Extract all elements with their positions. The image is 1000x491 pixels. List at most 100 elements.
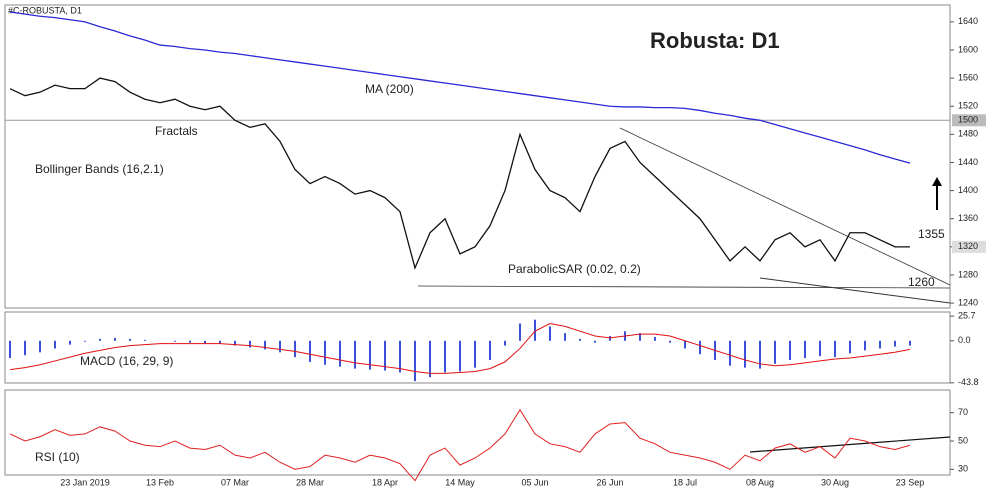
trend-line xyxy=(417,285,951,289)
annotation: ParabolicSAR (0.02, 0.2) xyxy=(508,262,641,276)
bar xyxy=(384,340,386,371)
x-tick-label: 13 Feb xyxy=(146,477,174,487)
y-tick-label: 30 xyxy=(958,464,968,474)
bar xyxy=(669,340,671,343)
y-tick-label: 1280 xyxy=(958,269,978,279)
bar xyxy=(429,340,431,378)
bar xyxy=(279,340,281,353)
bar xyxy=(39,340,41,353)
header: #C-ROBUSTA, D1 xyxy=(8,5,82,15)
bar xyxy=(414,340,416,382)
bar xyxy=(579,338,581,341)
annotation: 1355 xyxy=(918,227,945,241)
annotation: Fractals xyxy=(155,124,198,138)
bar xyxy=(264,340,266,350)
x-tick-label: 14 May xyxy=(445,477,475,487)
x-tick-label: 08 Aug xyxy=(746,477,774,487)
x-tick-label: 05 Jun xyxy=(521,477,548,487)
y-tick-label: 70 xyxy=(958,407,968,417)
bar xyxy=(504,340,506,346)
bar xyxy=(789,340,791,360)
bar xyxy=(534,319,536,341)
bar xyxy=(294,340,296,358)
last-price-label: 1320 xyxy=(958,241,978,251)
y-tick-label: 1520 xyxy=(958,101,978,111)
y-tick-label: 1360 xyxy=(958,213,978,223)
bar xyxy=(54,340,56,349)
bar xyxy=(684,340,686,349)
bar xyxy=(444,340,446,373)
bar xyxy=(9,340,11,359)
bar xyxy=(69,340,71,345)
bar xyxy=(114,337,116,341)
bar xyxy=(309,340,311,362)
y-tick-label: 1560 xyxy=(958,72,978,82)
y-tick-label: 1440 xyxy=(958,157,978,167)
bar xyxy=(864,340,866,351)
line xyxy=(9,322,911,374)
line xyxy=(9,408,911,482)
annotation: Robusta: D1 xyxy=(650,28,780,53)
bar xyxy=(129,338,131,341)
rsi-trend-line xyxy=(749,436,951,453)
bar xyxy=(654,336,656,341)
macd-panel xyxy=(4,311,951,384)
bar xyxy=(564,333,566,341)
bar xyxy=(84,340,86,342)
bar xyxy=(474,340,476,368)
y-tick-label: 1400 xyxy=(958,185,978,195)
bar xyxy=(354,340,356,369)
bar xyxy=(594,340,596,343)
bar xyxy=(879,340,881,349)
bar xyxy=(909,340,911,346)
y-tick-label: -43.8 xyxy=(958,377,979,387)
bar xyxy=(99,338,101,341)
bar xyxy=(804,340,806,359)
annotation: MA (200) xyxy=(365,82,414,96)
annotation: MACD (16, 29, 9) xyxy=(80,354,173,368)
x-tick-label: 07 Mar xyxy=(221,477,249,487)
bar xyxy=(219,340,221,344)
y-tick-label: 25.7 xyxy=(958,311,976,321)
bar xyxy=(189,340,191,343)
annotation: 1260 xyxy=(908,275,935,289)
bar xyxy=(249,340,251,348)
bar xyxy=(324,340,326,365)
bar xyxy=(894,340,896,347)
y-tick-label: 0.0 xyxy=(958,335,971,345)
bar xyxy=(234,340,236,346)
bar xyxy=(399,340,401,373)
bar xyxy=(459,340,461,372)
x-tick-label: 28 Mar xyxy=(296,477,324,487)
bar xyxy=(204,340,206,344)
bar xyxy=(699,340,701,355)
bar xyxy=(759,340,761,369)
bar xyxy=(729,340,731,366)
rsi-panel xyxy=(4,389,951,476)
bar xyxy=(639,333,641,341)
y-tick-label: 1240 xyxy=(958,297,978,307)
bar xyxy=(834,340,836,358)
x-tick-label: 26 Jun xyxy=(596,477,623,487)
last-price-box xyxy=(952,240,986,253)
bar xyxy=(174,340,176,342)
h-line-label: 1500 xyxy=(958,115,978,125)
x-tick-label: 18 Jul xyxy=(673,477,697,487)
bar xyxy=(819,340,821,357)
bar xyxy=(774,340,776,364)
bar xyxy=(24,340,26,356)
trend-line xyxy=(619,127,951,286)
x-tick-label: 23 Jan 2019 xyxy=(60,477,110,487)
y-tick-label: 1480 xyxy=(958,129,978,139)
bar xyxy=(519,323,521,341)
annotation: RSI (10) xyxy=(35,450,80,464)
main-panel xyxy=(4,4,951,309)
x-tick-label: 18 Apr xyxy=(372,477,398,487)
arrow-head xyxy=(932,177,942,186)
h-line-box xyxy=(952,114,986,127)
line xyxy=(9,11,911,164)
bar xyxy=(339,340,341,367)
x-tick-label: 23 Sep xyxy=(896,477,925,487)
